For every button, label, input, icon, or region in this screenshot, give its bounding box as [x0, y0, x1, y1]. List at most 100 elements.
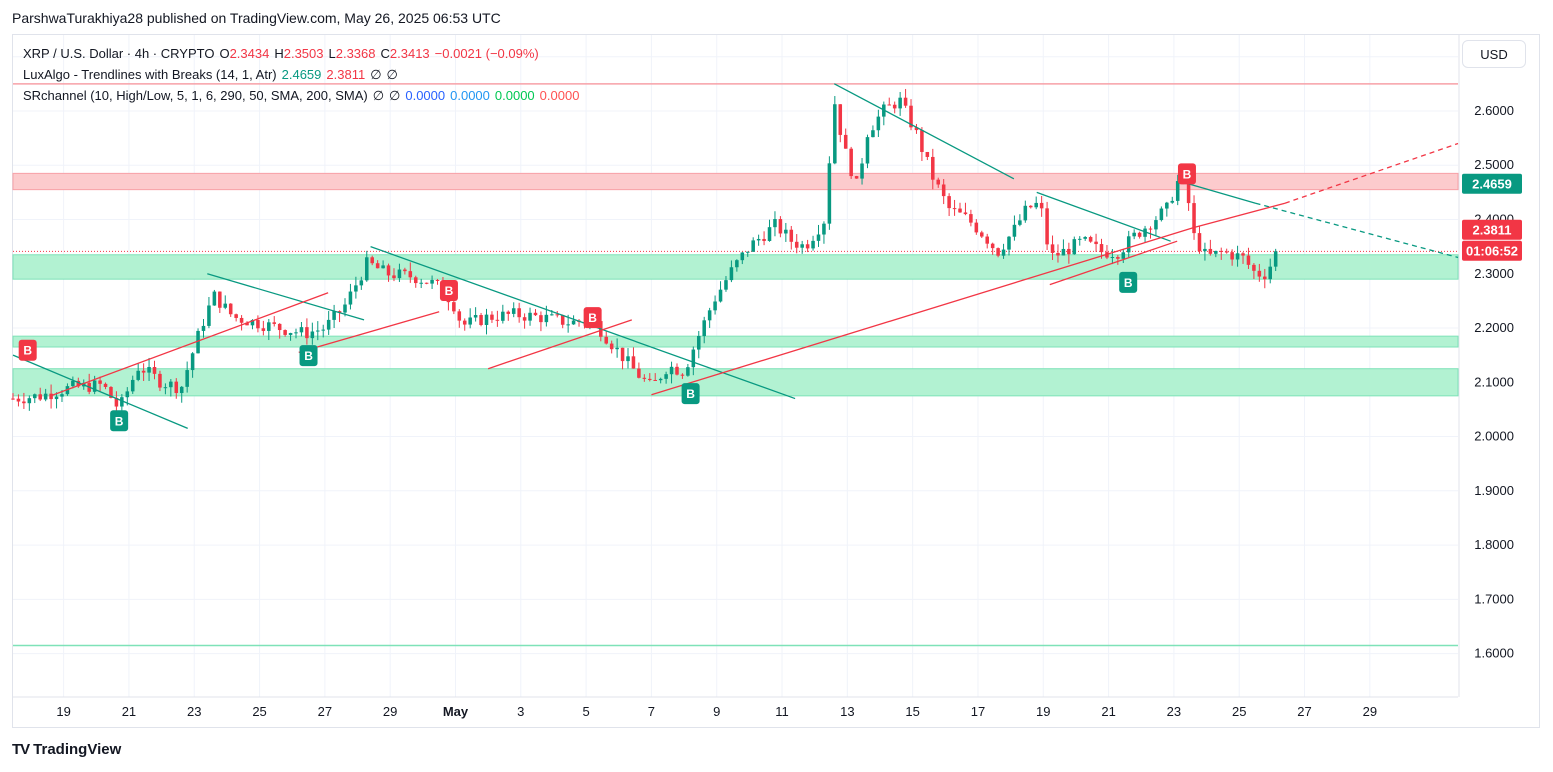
- candle-body: [871, 130, 875, 138]
- candle-body: [876, 116, 881, 131]
- candle-body: [43, 393, 48, 400]
- candle-body: [196, 330, 200, 354]
- candle-body: [299, 327, 304, 333]
- uptrend-line: [1284, 142, 1459, 204]
- candle-body: [114, 397, 119, 407]
- candle-body: [1072, 239, 1077, 255]
- candle-body: [642, 377, 647, 379]
- close-value: 2.3413: [389, 46, 430, 61]
- time-tick-label: 19: [56, 704, 70, 719]
- candle-body: [1192, 203, 1196, 234]
- candle-body: [1094, 241, 1098, 245]
- candle-body: [462, 320, 467, 325]
- price-tick-label: 2.2000: [1474, 320, 1514, 335]
- price-tick-label: 2.6000: [1474, 103, 1514, 118]
- candle-body: [914, 127, 919, 131]
- candle-body: [533, 312, 538, 316]
- candle-body: [272, 322, 277, 324]
- candle-body: [958, 208, 962, 213]
- symbol-title[interactable]: XRP / U.S. Dollar · 4h · CRYPTO: [23, 46, 215, 61]
- uptrend-line: [50, 292, 329, 397]
- candle-body: [1263, 276, 1267, 280]
- candle-body: [386, 265, 391, 276]
- candle-body: [1230, 252, 1234, 260]
- candle-body: [495, 319, 500, 321]
- candle-body: [963, 212, 968, 215]
- candle-body: [686, 367, 690, 376]
- resistance-zone: [12, 172, 1459, 191]
- candle-body: [560, 315, 565, 325]
- candle-body: [838, 104, 843, 135]
- candle-body: [1197, 233, 1202, 252]
- break-signal-badge: [299, 345, 318, 367]
- downtrend-line: [1180, 180, 1256, 204]
- candle-body: [615, 347, 619, 350]
- candle-body: [33, 394, 37, 399]
- candle-body: [1132, 232, 1136, 237]
- luxalgo-value-2: 2.3811: [326, 67, 366, 82]
- candle-body: [207, 305, 211, 326]
- tradingview-branding[interactable]: TV TradingView: [12, 741, 121, 758]
- candle-body: [718, 289, 723, 302]
- srchannel-value-3: 0.0000: [405, 88, 446, 103]
- srchannel-legend[interactable]: SRchannel (10, High/Low, 5, 1, 6, 290, 5…: [23, 88, 584, 104]
- candle-body: [1034, 202, 1038, 208]
- currency-button[interactable]: USD: [1462, 40, 1526, 68]
- candle-body: [691, 349, 696, 368]
- support-zone: [12, 335, 1459, 348]
- srchannel-name[interactable]: SRchannel (10, High/Low, 5, 1, 6, 290, 5…: [23, 88, 368, 103]
- luxalgo-value-4: ∅: [386, 67, 398, 82]
- candle-body: [936, 179, 941, 185]
- candle-body: [22, 401, 26, 404]
- candle-body: [658, 378, 663, 381]
- low-label: L: [328, 46, 336, 61]
- candle-body: [974, 222, 979, 233]
- candle-body: [479, 315, 483, 325]
- candle-body: [566, 324, 570, 326]
- candle-body: [321, 329, 325, 331]
- price-tick-label: 1.9000: [1474, 483, 1514, 498]
- candle-body: [664, 374, 668, 379]
- candle-body: [1165, 202, 1169, 209]
- candle-body: [1045, 208, 1049, 245]
- candle-body: [218, 291, 222, 308]
- candle-body: [675, 366, 679, 375]
- candle-body: [506, 311, 511, 314]
- luxalgo-legend[interactable]: LuxAlgo - Trendlines with Breaks (14, 1,…: [23, 67, 403, 83]
- candle-body: [805, 244, 810, 249]
- break-signal-label: B: [1183, 167, 1192, 181]
- luxalgo-name[interactable]: LuxAlgo - Trendlines with Breaks (14, 1,…: [23, 67, 277, 82]
- candle-body: [669, 366, 674, 375]
- break-signal-badge: [110, 410, 129, 432]
- candle-body: [996, 248, 1000, 256]
- candle-body: [141, 370, 146, 373]
- price-axis-badge-label: 01:06:52: [1466, 244, 1518, 259]
- candle-body: [1088, 237, 1093, 242]
- candle-body: [337, 311, 342, 313]
- candle-body: [174, 381, 179, 394]
- candle-body: [931, 156, 935, 180]
- candle-body: [1083, 237, 1087, 239]
- candle-body: [1028, 205, 1033, 208]
- candle-body: [822, 223, 826, 235]
- candle-body: [653, 379, 657, 381]
- published-caption: ParshwaTurakhiya28 published on TradingV…: [12, 10, 501, 26]
- candle-body: [435, 279, 440, 281]
- price-axis-badge: [1462, 219, 1522, 240]
- candle-body: [550, 314, 554, 316]
- time-tick-label: 17: [971, 704, 985, 719]
- candle-body: [158, 373, 162, 388]
- candle-body: [250, 320, 255, 326]
- luxalgo-value-3: ∅: [370, 67, 382, 82]
- luxalgo-value-1: 2.4659: [281, 67, 322, 82]
- candle-body: [969, 214, 973, 223]
- candle-body: [1067, 248, 1071, 255]
- candle-body: [136, 370, 140, 380]
- candle-body: [522, 317, 527, 321]
- time-tick-label: 11: [775, 704, 789, 719]
- symbol-legend[interactable]: XRP / U.S. Dollar · 4h · CRYPTO O2.3434 H2…: [23, 46, 544, 61]
- candle-body: [773, 219, 777, 228]
- candle-body: [1018, 220, 1022, 225]
- candle-body: [1012, 224, 1017, 237]
